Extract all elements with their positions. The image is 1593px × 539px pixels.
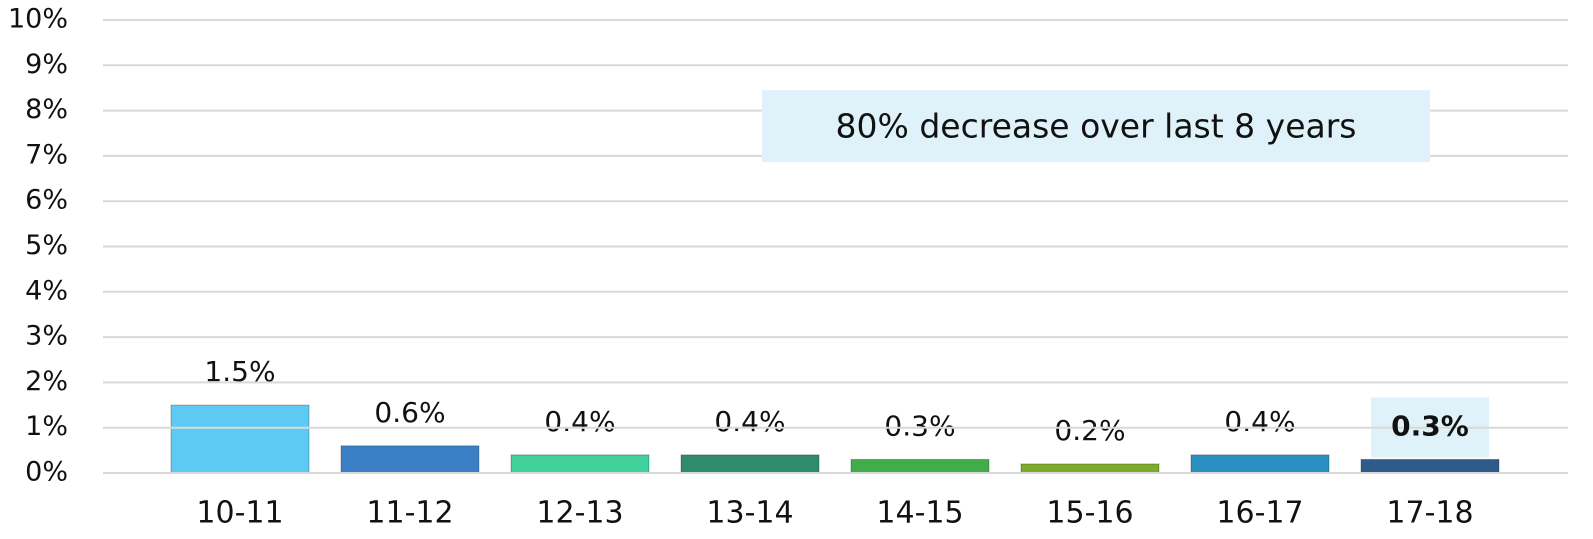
bar	[680, 454, 820, 474]
x-tick-label: 13-14	[706, 496, 793, 531]
x-tick-label: 11-12	[366, 496, 453, 531]
y-tick-label: 8%	[25, 94, 68, 125]
value-label: 0.4%	[714, 405, 785, 438]
bar	[170, 404, 310, 474]
annotation: 80% decrease over last 8 years	[836, 107, 1357, 146]
value-label: 0.6%	[374, 396, 445, 429]
annotation-box	[762, 90, 1430, 162]
y-tick-label: 3%	[25, 321, 68, 352]
bar	[1020, 463, 1160, 474]
y-tick-label: 5%	[25, 230, 68, 261]
value-label: 0.2%	[1054, 414, 1125, 447]
y-tick-label: 6%	[25, 185, 68, 216]
value-label: 0.4%	[1224, 405, 1295, 438]
y-tick-label: 1%	[25, 411, 68, 442]
y-tick-label: 7%	[25, 139, 68, 170]
x-tick-label: 17-18	[1386, 496, 1473, 531]
x-tick-label: 12-13	[536, 496, 623, 531]
x-tick-label: 10-11	[196, 496, 283, 531]
x-tick-label: 15-16	[1046, 496, 1133, 531]
value-label: 0.3%	[1391, 409, 1469, 442]
bar	[850, 458, 990, 474]
bar	[1190, 454, 1330, 474]
y-tick-label: 4%	[25, 275, 68, 306]
y-tick-label: 10%	[8, 4, 68, 35]
x-tick-label: 16-17	[1216, 496, 1303, 531]
bar	[1360, 458, 1500, 474]
value-label: 0.4%	[544, 405, 615, 438]
y-tick-label: 9%	[25, 49, 68, 80]
y-tick-label: 2%	[25, 366, 68, 397]
x-tick-label: 14-15	[876, 496, 963, 531]
value-label: 0.3%	[884, 409, 955, 442]
bar	[510, 454, 650, 474]
bar	[340, 445, 480, 474]
y-tick-label: 0%	[25, 457, 68, 488]
